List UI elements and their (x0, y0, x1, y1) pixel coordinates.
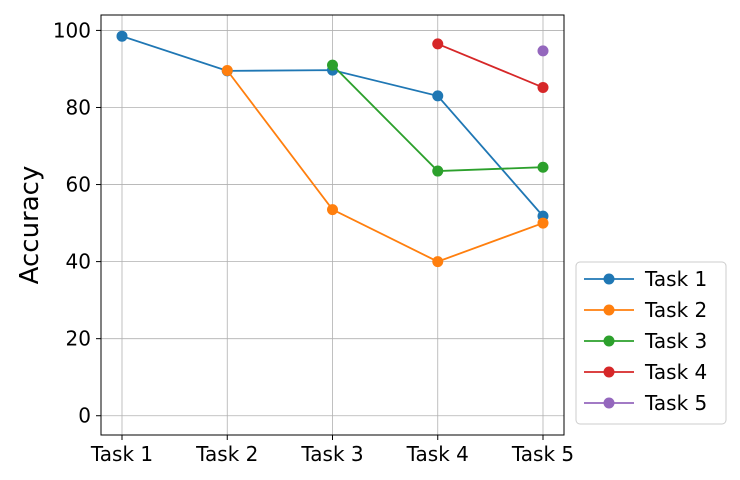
y-tick-label: 80 (66, 95, 91, 119)
legend-item: Task 1 (584, 267, 707, 291)
x-tick-label: Task 5 (511, 442, 574, 466)
plot-frame (100, 14, 565, 436)
data-point (432, 165, 444, 177)
legend-label: Task 1 (644, 267, 707, 291)
legend-label: Task 3 (644, 329, 707, 353)
data-point (327, 59, 338, 71)
data-point (537, 81, 549, 93)
legend-marker (603, 335, 615, 347)
legend-marker (603, 304, 615, 316)
legend-label: Task 2 (644, 298, 707, 322)
series-layer (116, 30, 549, 268)
y-tick-label: 100 (53, 18, 91, 42)
series-line (437, 43, 544, 89)
y-tick-label: 60 (66, 173, 91, 197)
legend-item: Task 5 (584, 391, 707, 415)
grid (101, 15, 564, 435)
legend-label: Task 4 (644, 360, 707, 384)
x-tick-label: Task 2 (195, 442, 258, 466)
data-point (537, 45, 549, 57)
data-point (116, 30, 128, 42)
y-axis-label: Accuracy (15, 166, 45, 285)
y-axis: 0 20 40 60 80 100 (53, 18, 101, 428)
x-tick-label: Task 1 (90, 442, 153, 466)
data-point (432, 90, 444, 102)
data-point (327, 204, 338, 216)
y-tick-label: 40 (66, 250, 91, 274)
y-tick-label: 0 (78, 404, 91, 428)
data-point (221, 64, 233, 76)
data-point (432, 38, 444, 50)
x-tick-label: Task 3 (300, 442, 363, 466)
data-point (432, 256, 444, 268)
legend-marker (603, 397, 615, 409)
legend-label: Task 5 (644, 391, 707, 415)
series-line (226, 69, 544, 263)
legend: Task 1 Task 2 Task 3 Task 4 Task 5 (575, 261, 727, 425)
series-2 (221, 64, 549, 268)
series-4 (432, 38, 549, 93)
legend-item: Task 3 (584, 329, 707, 353)
legend-item: Task 4 (584, 360, 707, 384)
data-point (537, 217, 549, 229)
data-point (537, 161, 549, 173)
legend-marker (603, 366, 615, 378)
legend-marker (603, 273, 615, 285)
legend-item: Task 2 (584, 298, 707, 322)
x-axis: Task 1 Task 2 Task 3 Task 4 Task 5 (90, 435, 574, 466)
y-tick-label: 20 (66, 327, 91, 351)
series-5 (537, 45, 549, 57)
legend-frame (575, 261, 727, 425)
x-tick-label: Task 4 (406, 442, 469, 466)
series-3 (327, 59, 549, 177)
